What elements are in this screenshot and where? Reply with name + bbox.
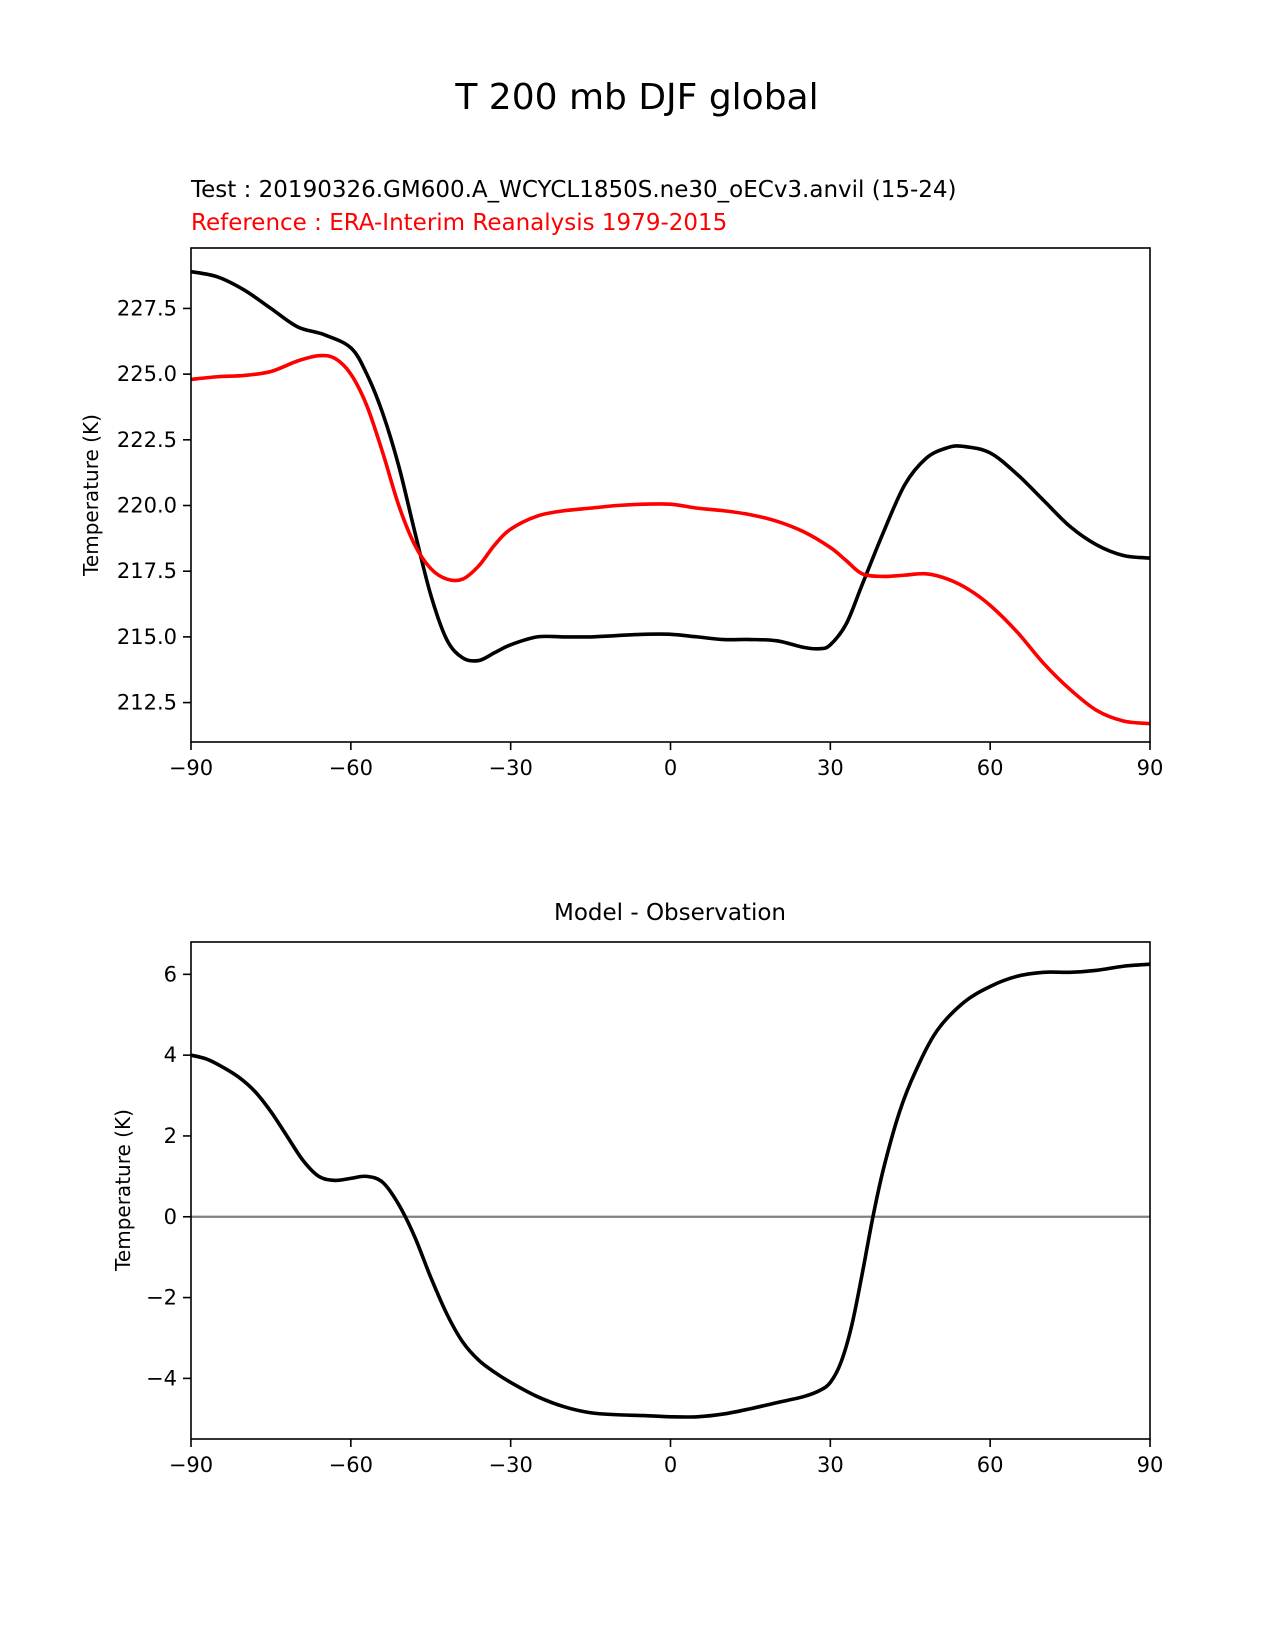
top-xtick-label: 90: [1137, 756, 1164, 780]
bottom-ytick-label: 2: [164, 1124, 177, 1148]
test-label: Test : 20190326.GM600.A_WCYCL1850S.ne30_…: [190, 177, 957, 203]
bottom-ytick-label: 6: [164, 962, 177, 986]
bottom-xtick-label: −60: [329, 1453, 373, 1477]
bottom-xtick-label: −30: [489, 1453, 533, 1477]
top-ytick-label: 227.5: [117, 296, 177, 320]
reference-label: Reference : ERA-Interim Reanalysis 1979-…: [191, 210, 727, 236]
bottom-ytick-label: −4: [146, 1366, 177, 1390]
top-ytick-label: 215.0: [117, 625, 177, 649]
bottom-ylabel: Temperature (K): [111, 1109, 135, 1272]
top-xtick-label: −60: [329, 756, 373, 780]
top-ytick-label: 220.0: [117, 494, 177, 518]
top-panel: Test : 20190326.GM600.A_WCYCL1850S.ne30_…: [79, 177, 1163, 780]
bottom-series-line-model-observation: [191, 962, 1150, 1419]
bottom-ytick-label: 0: [164, 1205, 177, 1229]
bottom-plot-area: −90 −60 −30 0 30 60 90 −4 −2 0 2 4 6: [146, 941, 1164, 1477]
bottom-ytick-label: 4: [164, 1043, 177, 1067]
bottom-ytick-label: −2: [146, 1286, 177, 1310]
top-ytick-label: 225.0: [117, 362, 177, 386]
bottom-title: Model - Observation: [554, 900, 786, 926]
top-series-line-test: [191, 269, 1150, 663]
top-ylabel: Temperature (K): [79, 414, 103, 577]
bottom-panel: Model - Observation Temperature (K) −90−…: [111, 900, 1163, 1477]
top-plot-area: −90 −60 −30 0 30 60 90 212.5 215.0 217.5 220.0 222.…: [117, 247, 1164, 780]
top-xtick-label: −30: [489, 756, 533, 780]
top-xtick-label: 0: [664, 756, 677, 780]
top-xtick-label: 30: [817, 756, 844, 780]
top-ytick-label: 212.5: [117, 691, 177, 715]
top-ytick-label: 222.5: [117, 428, 177, 452]
top-xtick-label: 60: [977, 756, 1004, 780]
bottom-xtick-label: 60: [977, 1453, 1004, 1477]
bottom-xtick-label: 0: [664, 1453, 677, 1477]
figure-title: T 200 mb DJF global: [454, 77, 818, 118]
bottom-xtick-label: 30: [817, 1453, 844, 1477]
bottom-xtick-label: −90: [169, 1453, 213, 1477]
bottom-xtick-label: 90: [1137, 1453, 1164, 1477]
top-series-line-reference: [191, 353, 1150, 726]
top-ytick-label: 217.5: [117, 559, 177, 583]
top-xtick-label: −90: [169, 756, 213, 780]
